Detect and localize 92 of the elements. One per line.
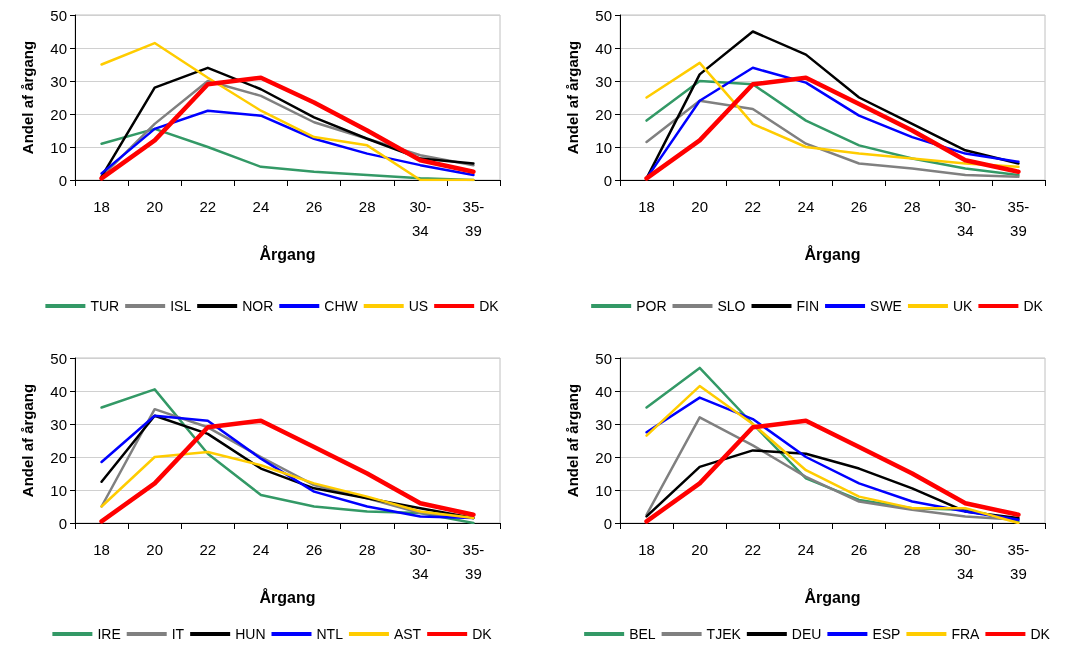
x-tick-label: 22 xyxy=(199,197,217,215)
legend-label: FRA xyxy=(951,626,981,642)
legend-label: SWE xyxy=(870,298,902,314)
y-tick-label: 0 xyxy=(58,171,67,189)
line-series xyxy=(100,41,475,182)
legend-label: BEL xyxy=(629,626,656,642)
legend-label: ESP xyxy=(872,626,901,642)
y-tick-label: 30 xyxy=(50,415,67,433)
legend-label: DK xyxy=(472,626,493,642)
legend-label: FIN xyxy=(796,298,820,314)
x-tick-label: 24 xyxy=(252,197,270,215)
y-tick-label: 20 xyxy=(595,105,612,123)
x-tick-label: 18 xyxy=(638,197,655,215)
x-tick-label: 26 xyxy=(305,197,323,215)
y-tick-label: 0 xyxy=(58,514,67,532)
y-tick-label: 40 xyxy=(595,39,612,57)
x-axis-title: Årgang xyxy=(804,588,861,607)
x-tick-label: 35-39 xyxy=(1007,540,1030,582)
y-axis-title: Andel af årgang xyxy=(564,383,581,498)
x-tick-label: 35-39 xyxy=(462,197,485,239)
y-tick-label: 50 xyxy=(50,6,67,24)
line-series xyxy=(645,99,1020,178)
x-tick-label: 30-34 xyxy=(409,540,432,582)
y-tick-label: 50 xyxy=(595,349,612,367)
x-tick-label: 22 xyxy=(199,540,217,558)
y-tick-label: 30 xyxy=(50,72,67,90)
legend-label: DEU xyxy=(791,626,822,642)
legend-label: DK xyxy=(479,298,500,314)
x-tick-label: 22 xyxy=(744,197,762,215)
x-tick-label: 28 xyxy=(358,197,376,215)
x-tick-label: 26 xyxy=(850,540,868,558)
legend-label: UK xyxy=(952,298,974,314)
y-axis-title: Andel af årgang xyxy=(564,40,581,155)
y-tick-label: 20 xyxy=(50,105,67,123)
x-tick-label: 18 xyxy=(93,197,110,215)
x-tick-label: 20 xyxy=(691,540,709,558)
y-tick-label: 50 xyxy=(50,349,67,367)
y-tick-label: 20 xyxy=(50,448,67,466)
x-axis-title: Årgang xyxy=(259,588,316,607)
legend-label: US xyxy=(408,298,429,314)
x-tick-label: 20 xyxy=(691,197,709,215)
y-axis-title: Andel af årgang xyxy=(19,383,36,498)
y-tick-label: 10 xyxy=(50,481,67,499)
x-tick-label: 28 xyxy=(358,540,376,558)
x-tick-label: 28 xyxy=(903,197,921,215)
x-axis-title: Årgang xyxy=(259,245,316,264)
x-tick-label: 20 xyxy=(146,197,164,215)
x-tick-label: 30-34 xyxy=(409,197,432,239)
x-tick-label: 26 xyxy=(850,197,868,215)
legend-label: HUN xyxy=(235,626,266,642)
y-tick-label: 40 xyxy=(595,382,612,400)
legend-label: POR xyxy=(636,298,667,314)
legend-label: NTL xyxy=(316,626,344,642)
legend-label: DK xyxy=(1023,298,1044,314)
line-series xyxy=(100,450,475,520)
x-tick-label: 35-39 xyxy=(1007,197,1030,239)
line-series xyxy=(100,109,475,177)
x-tick-label: 30-34 xyxy=(954,540,977,582)
x-tick-label: 26 xyxy=(305,540,323,558)
x-tick-label: 24 xyxy=(797,540,815,558)
legend-label: IRE xyxy=(97,626,121,642)
x-tick-label: 35-39 xyxy=(462,540,485,582)
x-tick-label: 22 xyxy=(744,540,762,558)
x-tick-label: 28 xyxy=(903,540,921,558)
legend-label: ISL xyxy=(170,298,192,314)
y-tick-label: 40 xyxy=(50,382,67,400)
legend-label: IT xyxy=(171,626,185,642)
y-axis-title: Andel af årgang xyxy=(19,40,36,155)
y-tick-label: 30 xyxy=(595,415,612,433)
legend-label: TJEK xyxy=(706,626,742,642)
x-tick-label: 30-34 xyxy=(954,197,977,239)
x-tick-label: 20 xyxy=(146,540,164,558)
y-tick-label: 40 xyxy=(50,39,67,57)
legend-label: DK xyxy=(1030,626,1051,642)
y-tick-label: 0 xyxy=(603,514,612,532)
legend-label: AST xyxy=(393,626,422,642)
legend-label: SLO xyxy=(717,298,746,314)
x-tick-label: 24 xyxy=(797,197,815,215)
legend-label: NOR xyxy=(242,298,274,314)
y-tick-label: 20 xyxy=(595,448,612,466)
x-tick-label: 24 xyxy=(252,540,270,558)
y-tick-label: 10 xyxy=(50,138,67,156)
y-tick-label: 0 xyxy=(603,171,612,189)
y-tick-label: 50 xyxy=(595,6,612,24)
x-tick-label: 18 xyxy=(638,540,655,558)
y-tick-label: 10 xyxy=(595,138,612,156)
legend-label: TUR xyxy=(90,298,120,314)
legend-label: CHW xyxy=(324,298,359,314)
x-axis-title: Årgang xyxy=(804,245,861,264)
y-tick-label: 30 xyxy=(595,72,612,90)
y-tick-label: 10 xyxy=(595,481,612,499)
x-tick-label: 18 xyxy=(93,540,110,558)
